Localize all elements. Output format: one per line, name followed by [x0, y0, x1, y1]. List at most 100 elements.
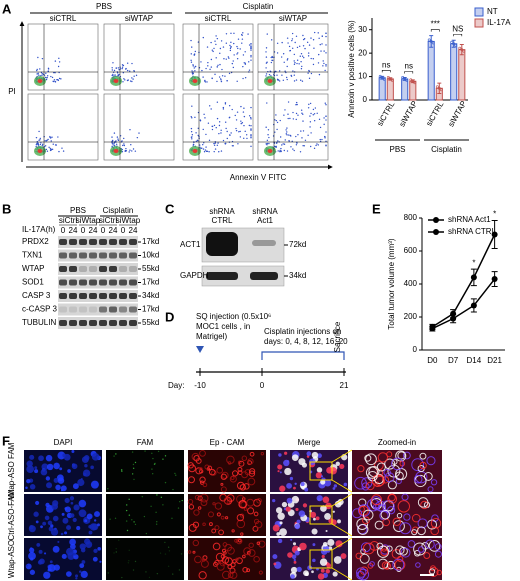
cell — [131, 519, 133, 521]
cell — [153, 463, 156, 465]
label: 0 — [101, 226, 106, 235]
flow-dot — [222, 106, 225, 109]
flow-dot — [314, 107, 317, 109]
flow-dot — [208, 151, 210, 153]
cell — [141, 495, 144, 498]
flow-dot — [203, 142, 205, 144]
cell — [29, 454, 35, 460]
flow-core — [267, 79, 273, 83]
flow-dot — [58, 57, 60, 60]
flow-dot — [218, 76, 221, 78]
flow-dot — [287, 117, 289, 120]
flow-dot — [225, 58, 227, 60]
zoom-line — [331, 537, 353, 551]
label: siCtrl — [59, 216, 77, 225]
blot-band — [119, 293, 127, 299]
flow-dot — [222, 108, 225, 110]
cell — [240, 532, 244, 536]
flow-dot — [62, 150, 65, 152]
cell — [248, 470, 256, 477]
flow-dot — [50, 75, 52, 78]
flow-dot — [323, 50, 325, 52]
cell — [374, 520, 384, 530]
cell — [292, 542, 297, 546]
blot-band — [109, 279, 117, 286]
cell — [64, 506, 71, 513]
flow-dot — [211, 49, 214, 51]
cell — [417, 518, 428, 529]
flow-dot — [296, 62, 298, 65]
cell — [237, 466, 243, 472]
flow-dot — [309, 115, 311, 117]
cell — [192, 550, 196, 554]
flow-dot — [291, 140, 293, 143]
cell — [290, 574, 295, 579]
cell — [294, 550, 300, 556]
flow-dot — [191, 46, 193, 48]
flow-dot — [50, 140, 52, 142]
flow-dot — [308, 103, 310, 106]
cell — [253, 518, 260, 524]
cell — [247, 507, 255, 515]
image-bg — [106, 450, 184, 492]
flow-dot — [310, 37, 312, 39]
cell — [328, 546, 333, 551]
flow-dot — [295, 101, 298, 104]
flow-dot — [121, 148, 123, 151]
flow-dot — [302, 130, 305, 132]
dot — [452, 42, 456, 46]
flow-dot — [248, 124, 251, 127]
cell — [315, 516, 320, 521]
flow-dot — [213, 150, 215, 153]
cell — [188, 504, 195, 510]
cell — [290, 538, 293, 541]
flow-dot — [208, 105, 211, 107]
cell — [425, 539, 435, 550]
cell — [66, 525, 72, 531]
label: WTAP — [22, 264, 45, 273]
flow-dot — [220, 150, 223, 152]
panel-label: B — [2, 201, 11, 216]
cell — [66, 571, 72, 577]
flow-dot — [115, 143, 118, 146]
flow-dot — [325, 103, 327, 106]
cell — [411, 513, 421, 523]
cell — [246, 568, 251, 573]
cell — [69, 538, 76, 546]
flow-dot — [295, 35, 298, 37]
flow-dot — [301, 55, 304, 57]
flow-dot — [244, 51, 246, 53]
x-tick-label: D7 — [448, 356, 459, 365]
cell — [115, 547, 117, 550]
flow-dot — [226, 80, 228, 82]
cell — [175, 474, 177, 476]
flow-dot — [37, 56, 39, 59]
flow-dot — [138, 132, 140, 134]
flow-dot — [285, 76, 288, 79]
legend-swatch — [474, 7, 484, 17]
cell — [386, 451, 393, 458]
flow-dot — [287, 101, 290, 103]
cell — [29, 525, 34, 530]
flow-dot — [130, 144, 132, 146]
flow-dot — [242, 77, 244, 80]
flow-dot — [265, 75, 267, 77]
cell — [26, 460, 33, 467]
cell — [386, 545, 393, 552]
cell — [333, 556, 342, 564]
flow-dot — [202, 143, 204, 146]
label: siCTRL — [50, 14, 77, 23]
flow-dot — [295, 118, 297, 121]
cell — [283, 459, 290, 467]
flow-dot — [316, 112, 318, 114]
cell — [75, 574, 79, 578]
flow-dot — [53, 71, 55, 74]
flow-dot — [310, 132, 312, 134]
zoom-line — [331, 567, 353, 581]
flow-dot — [117, 67, 120, 69]
flow-dot — [224, 103, 227, 105]
blot-band — [129, 252, 137, 259]
dot — [403, 77, 407, 81]
flow-dot — [317, 62, 320, 64]
cell — [90, 480, 99, 489]
